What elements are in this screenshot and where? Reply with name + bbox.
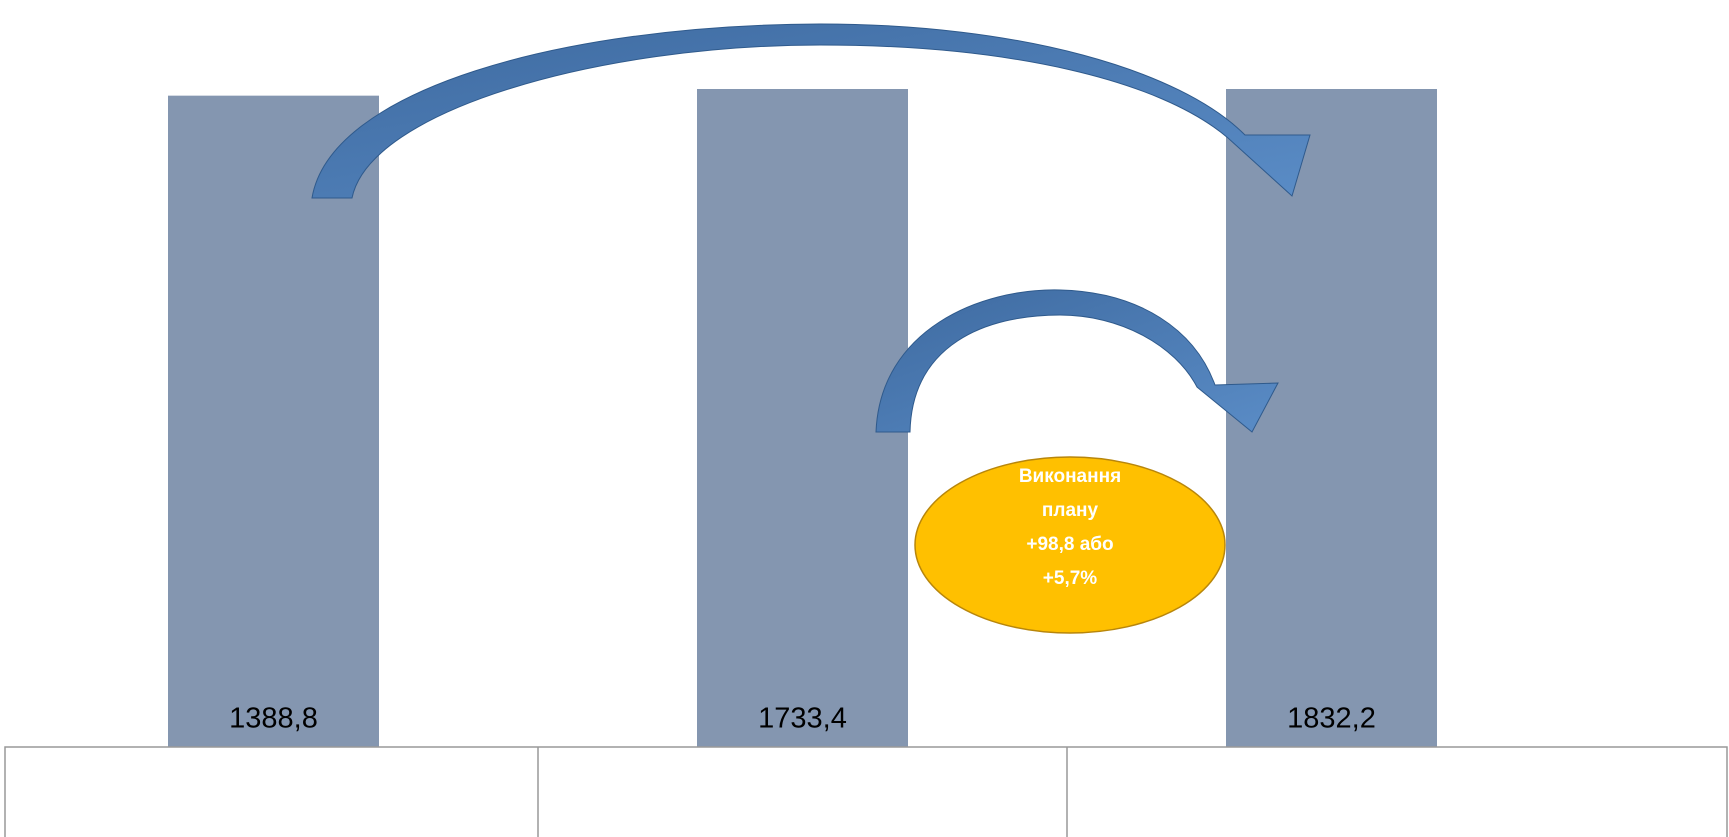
annotation-text: Виконання [1019, 466, 1121, 487]
bar [168, 95, 379, 747]
value-label: 1388,8 [229, 703, 318, 735]
bar [697, 89, 908, 747]
annotation-text: плану [1042, 500, 1099, 521]
arrow [875, 289, 1279, 433]
annotation-text: +5,7% [1043, 568, 1098, 589]
table [4, 746, 1728, 837]
bar [1226, 89, 1437, 747]
value-label: 1832,2 [1287, 703, 1376, 735]
value-label: 1733,4 [758, 703, 847, 735]
plot-area [168, 89, 1437, 747]
annotation-bubble [914, 456, 1226, 634]
arrow [311, 23, 1311, 199]
annotation-text: +98,8 або [1026, 534, 1113, 555]
